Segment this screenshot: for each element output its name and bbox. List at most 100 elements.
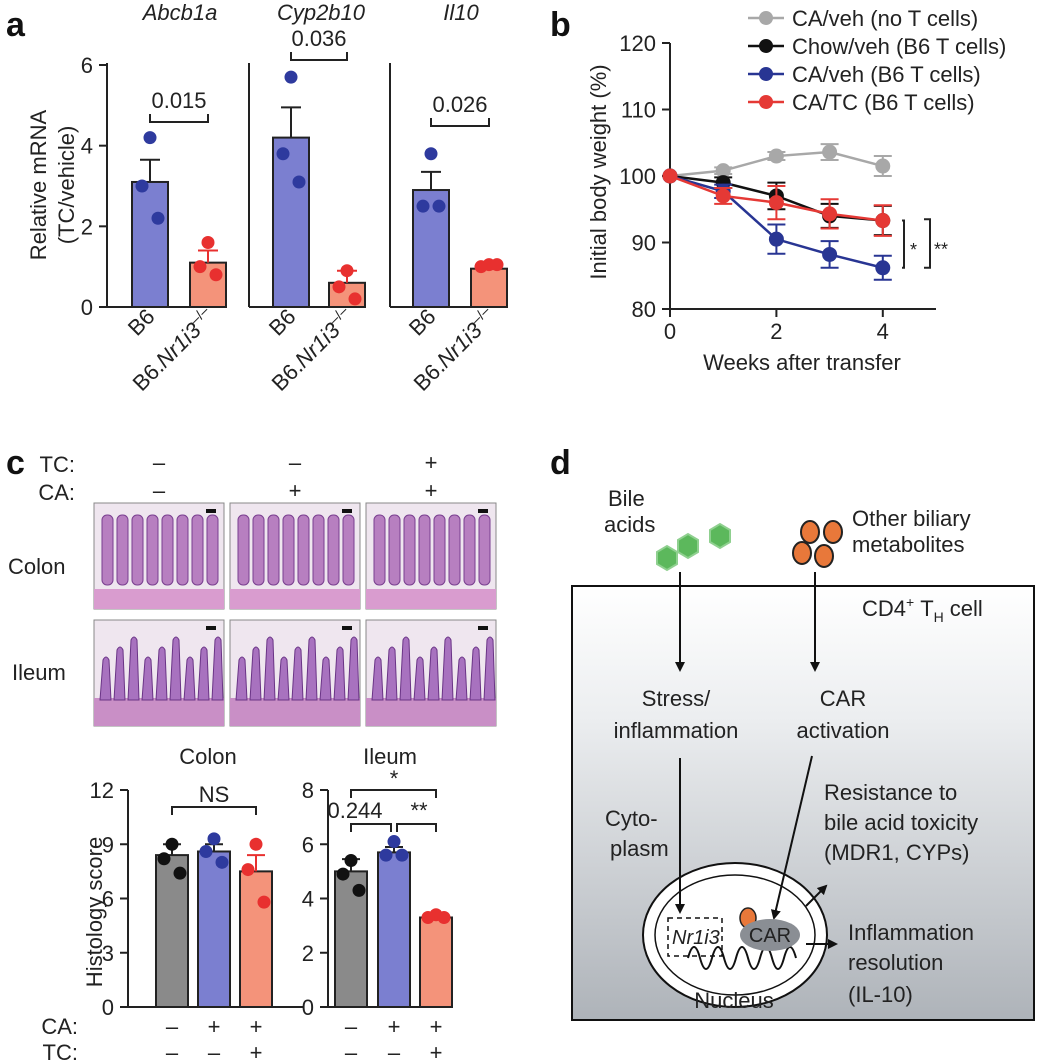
micrograph-crypt — [448, 514, 461, 586]
panel-letter-d: d — [550, 444, 571, 482]
micrograph-villus — [169, 636, 182, 701]
panel-b-point — [875, 158, 891, 174]
micrograph-crypt — [312, 514, 325, 586]
panel-c-axis-tc-sign: + — [430, 1040, 443, 1063]
panel-c-ylabel: Histology score — [82, 837, 107, 987]
panel-c-point — [165, 837, 179, 851]
panel-c-axis-tc-sign: – — [388, 1040, 401, 1063]
panel-b-xlabel: Weeks after transfer — [703, 350, 901, 375]
panel-b-legend-marker — [759, 95, 773, 109]
panel-c-ytick-label: 4 — [302, 887, 314, 912]
panel-b-legend-marker — [759, 67, 773, 81]
panel-c-axis-ca-sign: – — [166, 1014, 179, 1039]
panel-a-point — [490, 258, 504, 272]
micrograph-villus — [235, 656, 248, 701]
cytoplasm-line2: plasm — [610, 836, 669, 861]
bile-acid-hexagons-icon — [656, 522, 731, 572]
micrograph-muscle-layer — [94, 698, 224, 726]
inflammation-line1: Inflammation — [848, 920, 974, 945]
panel-c-point — [421, 910, 435, 924]
panel-c-axis-tc-sign: – — [208, 1040, 221, 1063]
panel-c-axis-ca-sign: + — [208, 1014, 221, 1039]
panel-c-subplot-title: Colon — [179, 744, 236, 769]
panel-c-ytick-label: 9 — [102, 832, 114, 857]
panel-c-point — [257, 895, 271, 909]
micrograph-villus — [319, 656, 332, 701]
panel-b-legend-marker — [759, 11, 773, 25]
panel-a-point — [332, 280, 346, 294]
micrograph-villus — [385, 646, 398, 701]
micrograph-ileum-1 — [229, 619, 361, 727]
panel-c-axis-ca-sign: + — [388, 1014, 401, 1039]
stress-line1: Stress/ — [642, 686, 711, 711]
panel-b-point — [822, 144, 838, 160]
panel-c-bracket — [350, 789, 437, 798]
panel-c-header-ca-sign: – — [153, 478, 166, 503]
bile-acids-line2: acids — [604, 512, 655, 537]
micrograph-villus — [333, 646, 346, 701]
panel-a-point — [151, 211, 165, 225]
cell-label: CD4+ TH cell — [862, 594, 983, 625]
panel-a-significance-bracket — [149, 114, 209, 123]
micrograph-ileum-0 — [93, 619, 225, 727]
panel-a-bar — [470, 267, 508, 308]
micrograph-ileum-2 — [365, 619, 497, 727]
micrograph-villus — [347, 636, 360, 701]
panel-c-axis-ca-sign: – — [345, 1014, 358, 1039]
panel-c-annotation: 0.244 — [327, 798, 382, 823]
micrograph-crypt — [252, 514, 265, 586]
micrograph-crypt — [403, 514, 416, 586]
micrograph-villus — [127, 636, 140, 701]
panel-b-ytick-label: 100 — [619, 164, 656, 189]
car-protein-icon — [740, 919, 800, 951]
micrograph-muscle-layer — [366, 698, 496, 726]
panel-c-annotation: NS — [199, 782, 230, 807]
micrograph-crypt — [282, 514, 295, 586]
micrograph-crypt — [101, 514, 114, 586]
micrograph-scale-bar — [478, 509, 488, 513]
panel-c-point — [249, 837, 263, 851]
micrograph-villus — [469, 646, 482, 701]
micrograph-colon-2 — [365, 502, 497, 610]
panel-c-ytick-label: 6 — [302, 832, 314, 857]
micrograph-villus — [99, 656, 112, 701]
chromatin-icon — [687, 946, 797, 970]
car-label: CAR — [749, 925, 791, 947]
panel-b-bracket — [902, 219, 905, 269]
panel-b-significance: * — [910, 240, 917, 260]
panel-b-legend-label: Chow/veh (B6 T cells) — [792, 34, 1006, 59]
micrograph-muscle-layer — [230, 589, 360, 609]
panel-b-point — [715, 188, 731, 204]
micrograph-villus — [413, 656, 426, 701]
micrograph-crypt — [463, 514, 476, 586]
panel-a-ylabel-line2: (TC/vehicle) — [54, 126, 79, 245]
micrograph-crypt — [237, 514, 250, 586]
inflammation-line2: resolution — [848, 950, 943, 975]
car-activation-line1: CAR — [820, 686, 866, 711]
car-activation-line2: activation — [797, 718, 890, 743]
micrograph-villus — [141, 656, 154, 701]
panel-b-legend-label: CA/veh (B6 T cells) — [792, 62, 981, 87]
panel-b-point — [822, 246, 838, 262]
panel-b-point — [875, 213, 891, 229]
panel-c-ytick-label: 2 — [302, 941, 314, 966]
micrograph-muscle-layer — [230, 698, 360, 726]
bile-acids-line1: Bile — [608, 486, 645, 511]
panel-c: TC: CA: Colon Ileum Histology score CA: … — [8, 450, 497, 1063]
panel-c-axis-ca-label: CA: — [41, 1014, 78, 1039]
micrograph-crypt — [388, 514, 401, 586]
panel-a-point — [432, 199, 446, 213]
panel-a-point — [292, 175, 306, 189]
micrograph-scale-bar — [342, 626, 352, 630]
nr1i3-label: Nr1i3 — [672, 927, 720, 949]
panel-c-axis-tc-sign: – — [345, 1040, 358, 1063]
inflammation-line3: (IL-10) — [848, 982, 913, 1007]
panel-b-ytick-label: 120 — [619, 31, 656, 56]
panel-a-gene-title: Il10 — [443, 0, 479, 25]
cytoplasm-line1: Cyto- — [605, 806, 658, 831]
panel-b-ytick-label: 80 — [632, 297, 656, 322]
panel-letter-c: c — [6, 444, 25, 482]
micrograph-villus — [427, 646, 440, 701]
micrograph-colon-1 — [229, 502, 361, 610]
panel-a-point — [348, 292, 362, 306]
